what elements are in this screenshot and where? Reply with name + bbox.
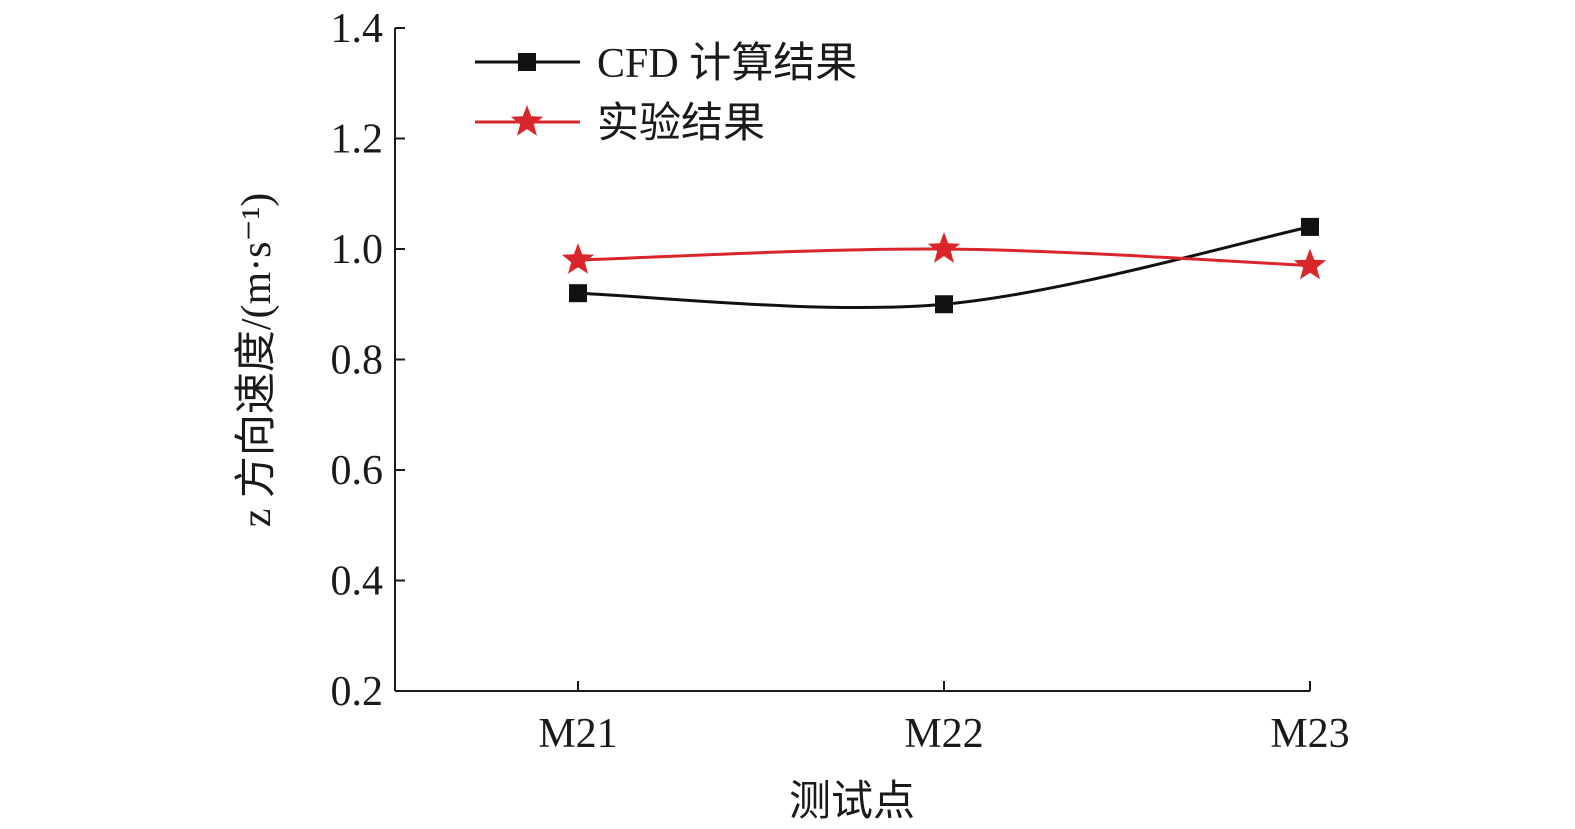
legend-star-marker bbox=[510, 105, 544, 136]
y-axis-label: z 方向速度/(m·s⁻¹) bbox=[234, 193, 280, 528]
star-marker bbox=[927, 232, 961, 263]
y-tick-label: 0.8 bbox=[331, 338, 384, 384]
y-tick-label: 1.4 bbox=[331, 6, 384, 52]
y-tick-label: 0.4 bbox=[331, 559, 384, 605]
legend-square-marker bbox=[518, 53, 536, 71]
square-marker bbox=[569, 284, 587, 303]
star-marker bbox=[561, 243, 595, 274]
series-group bbox=[561, 217, 1327, 314]
y-tick-label: 1.0 bbox=[331, 227, 384, 273]
axes: 0.2 0.4 0.6 0.8 1.0 1.2 1.4 M21 M22 M23 bbox=[331, 6, 1350, 757]
x-tick-label: M22 bbox=[904, 711, 983, 757]
x-tick-label: M23 bbox=[1270, 711, 1349, 757]
square-marker bbox=[935, 295, 953, 314]
legend-item: CFD 计算结果 bbox=[475, 41, 857, 87]
y-tick-label: 1.2 bbox=[331, 117, 384, 163]
square-marker bbox=[1301, 217, 1319, 236]
y-tick-label: 0.6 bbox=[331, 448, 384, 494]
legend-label: 实验结果 bbox=[597, 100, 765, 147]
series-1 bbox=[569, 217, 1319, 314]
x-axis-label: 测试点 bbox=[789, 779, 915, 825]
x-tick-label: M21 bbox=[538, 711, 617, 757]
legend-item: 实验结果 bbox=[475, 100, 765, 147]
series-2 bbox=[561, 232, 1327, 280]
legend-label: CFD 计算结果 bbox=[597, 41, 857, 87]
star-marker bbox=[1293, 248, 1327, 280]
y-tick-label: 0.2 bbox=[331, 669, 384, 715]
